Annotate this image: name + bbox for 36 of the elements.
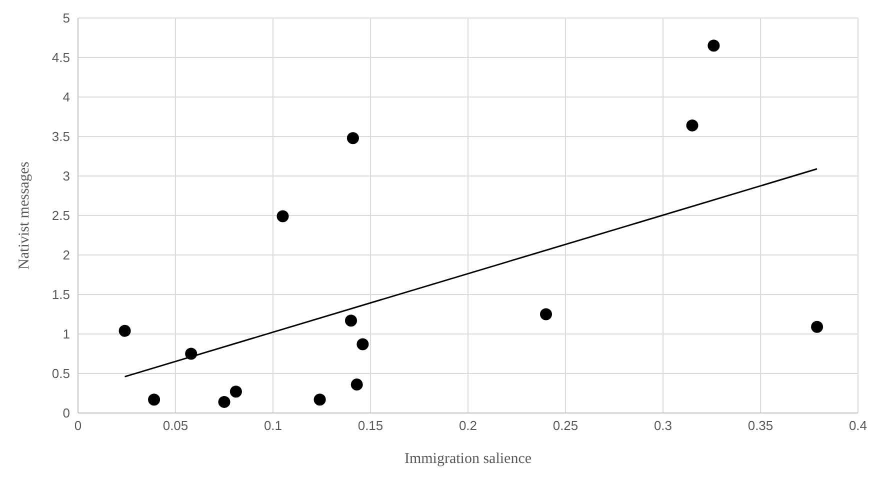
y-tick-label: 1	[62, 326, 70, 342]
point	[345, 314, 357, 327]
point	[276, 210, 289, 222]
x-tick-label: 0.05	[162, 418, 188, 434]
x-tick-label: 0	[74, 418, 82, 434]
x-tick-label: 0.15	[358, 418, 384, 434]
x-tick-label: 0.4	[848, 418, 868, 434]
y-tick-label: 4.5	[52, 50, 70, 66]
y-tick-label: 1.5	[52, 287, 70, 302]
x-tick-label: 0.2	[458, 418, 478, 434]
y-axis-title: Nativist messages	[16, 161, 32, 270]
point	[540, 308, 552, 320]
point	[686, 119, 698, 132]
y-tick-label: 0.5	[52, 366, 70, 382]
point	[350, 378, 363, 391]
point	[314, 394, 326, 406]
point	[118, 324, 131, 337]
x-tick-label: 0.1	[264, 418, 282, 434]
point	[148, 394, 160, 406]
x-tick-label: 0.25	[552, 418, 578, 434]
point	[230, 386, 242, 398]
y-tick-label: 4	[62, 90, 70, 105]
x-tick-label: 0.3	[654, 418, 672, 434]
y-tick-label: 5	[62, 10, 70, 26]
y-tick-label: 2	[62, 248, 70, 263]
x-axis-title: Immigration salience	[404, 451, 532, 467]
y-tick-label: 2.5	[52, 208, 70, 224]
point	[218, 396, 230, 408]
y-tick-label: 3	[62, 168, 70, 184]
x-tick-label: 0.35	[748, 418, 774, 434]
point	[356, 338, 369, 350]
y-tick-label: 3.5	[52, 129, 70, 144]
point	[708, 40, 720, 52]
point	[811, 320, 824, 333]
y-tick-label: 0	[62, 406, 70, 421]
point	[346, 132, 359, 144]
